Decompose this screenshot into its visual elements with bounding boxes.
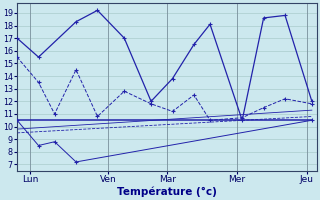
X-axis label: Température (°c): Température (°c)	[117, 187, 217, 197]
